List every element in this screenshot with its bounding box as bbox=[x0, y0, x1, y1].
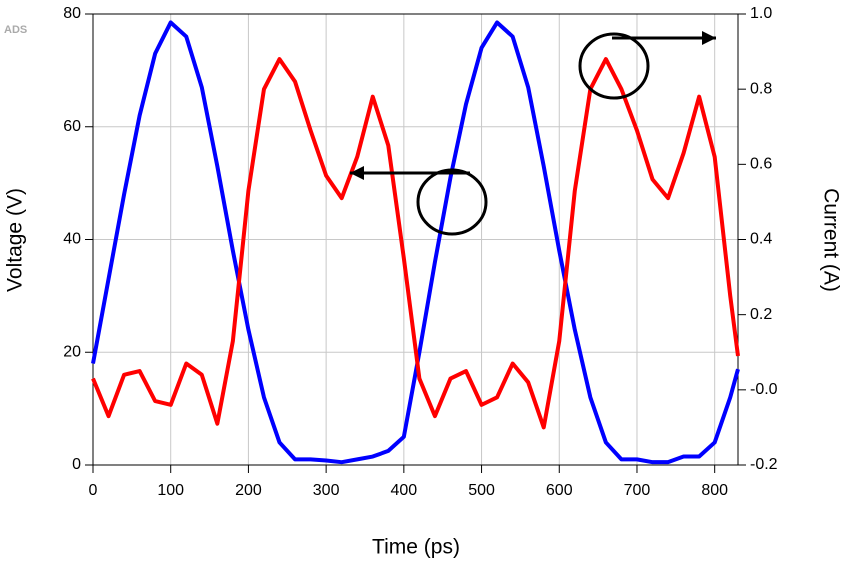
annotation-circle bbox=[578, 32, 650, 100]
plot-frame bbox=[92, 13, 739, 466]
y2-tick-label: 1.0 bbox=[750, 5, 772, 22]
arrow-head bbox=[702, 31, 716, 45]
watermark: ADS bbox=[4, 24, 27, 36]
y-tick-label: 0 bbox=[72, 456, 81, 473]
arrow-head bbox=[350, 166, 364, 180]
y-axis-title: Voltage (V) bbox=[4, 188, 27, 292]
y-tick-label: 40 bbox=[63, 231, 81, 248]
series-line bbox=[91, 20, 740, 465]
series-line bbox=[91, 57, 740, 430]
y2-tick-label: 0.6 bbox=[750, 156, 772, 173]
y2-tick-label: 0.4 bbox=[750, 231, 772, 248]
x-tick-label: 600 bbox=[546, 482, 573, 499]
x-axis-title: Time (ps) bbox=[372, 536, 460, 559]
y-tick-label: 20 bbox=[63, 343, 81, 360]
y2-tick-label: -0.0 bbox=[750, 381, 778, 398]
x-tick-label: 100 bbox=[157, 482, 184, 499]
x-tick-label: 200 bbox=[235, 482, 262, 499]
y2-tick-label: -0.2 bbox=[750, 456, 778, 473]
y2-tick-label: 0.2 bbox=[750, 306, 772, 323]
x-tick-label: 400 bbox=[390, 482, 417, 499]
x-tick-label: 0 bbox=[89, 482, 98, 499]
x-tick-label: 300 bbox=[313, 482, 340, 499]
annotation-circle bbox=[416, 168, 488, 236]
x-tick-label: 500 bbox=[468, 482, 495, 499]
x-tick-label: 700 bbox=[624, 482, 651, 499]
x-tick-label: 800 bbox=[701, 482, 728, 499]
y-tick-label: 80 bbox=[63, 5, 81, 22]
y2-axis-title: Current (A) bbox=[819, 188, 842, 292]
y2-tick-label: 0.8 bbox=[750, 80, 772, 97]
y-tick-label: 60 bbox=[63, 118, 81, 135]
